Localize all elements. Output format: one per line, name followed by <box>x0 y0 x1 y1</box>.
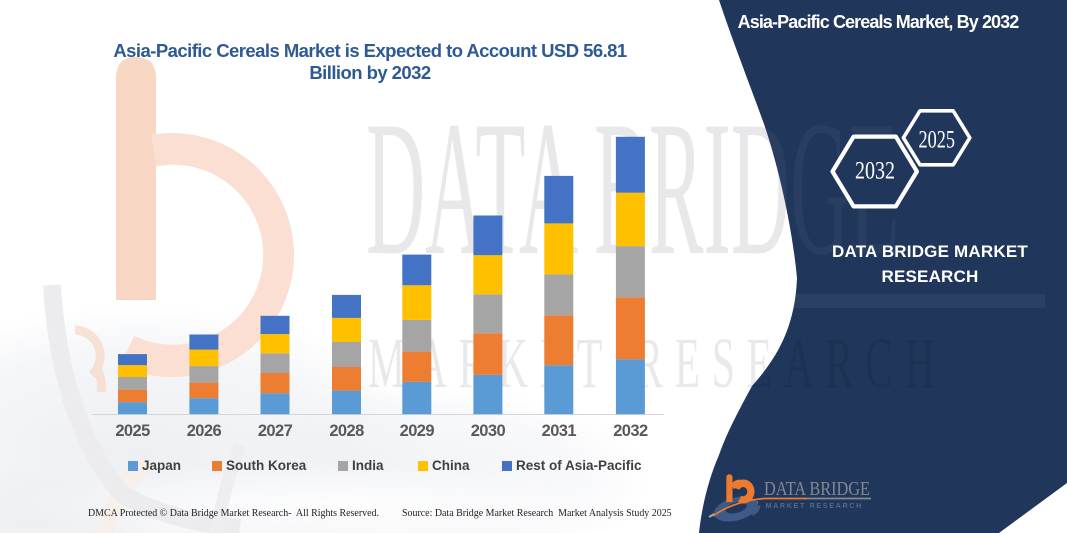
svg-text:MARKET RESEARCH: MARKET RESEARCH <box>368 323 946 403</box>
svg-text:DATA BRIDGE: DATA BRIDGE <box>764 479 870 500</box>
svg-text:2025: 2025 <box>919 127 956 154</box>
svg-text:MARKET RESEARCH: MARKET RESEARCH <box>766 501 863 510</box>
svg-text:2032: 2032 <box>855 155 895 184</box>
